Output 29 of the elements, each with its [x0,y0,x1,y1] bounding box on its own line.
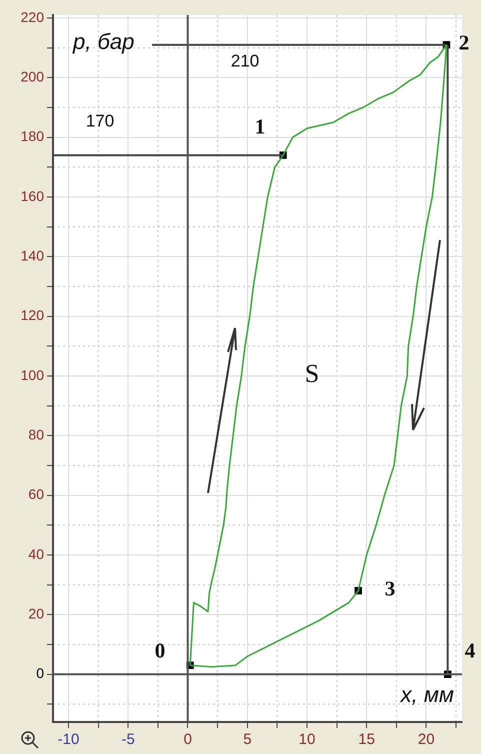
x-axis-title: x, мм [400,682,454,708]
y-tick-label: 160 [20,188,44,204]
x-tick-label: 15 [358,731,375,748]
text: 4 [464,638,476,662]
annotation: 3 [384,576,396,600]
annotation: 0 [154,638,166,662]
y-tick-label: 80 [28,426,44,442]
y-tick-label: 140 [20,247,44,264]
annotation: S [304,358,320,388]
y-tick-label: 220 [20,8,44,25]
x-tick-label: -10 [58,731,80,748]
annotation: 170 [86,112,114,131]
y-axis-title: p, бар [72,29,134,54]
annotation: 1 [254,114,266,138]
y-tick-label: 120 [20,307,44,324]
x-tick-label: -5 [121,731,135,748]
y-tick-label: 180 [20,128,44,144]
y-tick-label: 100 [20,366,44,383]
x-tick-label: 10 [298,731,316,748]
annotation: 2 [458,30,470,54]
x-tick-label: 20 [418,731,435,748]
y-tick-label: 0 [36,665,44,682]
y-tick-label: 20 [28,605,44,622]
annotation: 210 [230,52,260,71]
x-tick-label: 0 [184,731,192,748]
x-tick-label: 5 [243,731,252,748]
y-tick-label: 40 [28,546,44,562]
y-tick-label: 60 [28,486,44,502]
y-tick-label: 200 [20,68,44,85]
